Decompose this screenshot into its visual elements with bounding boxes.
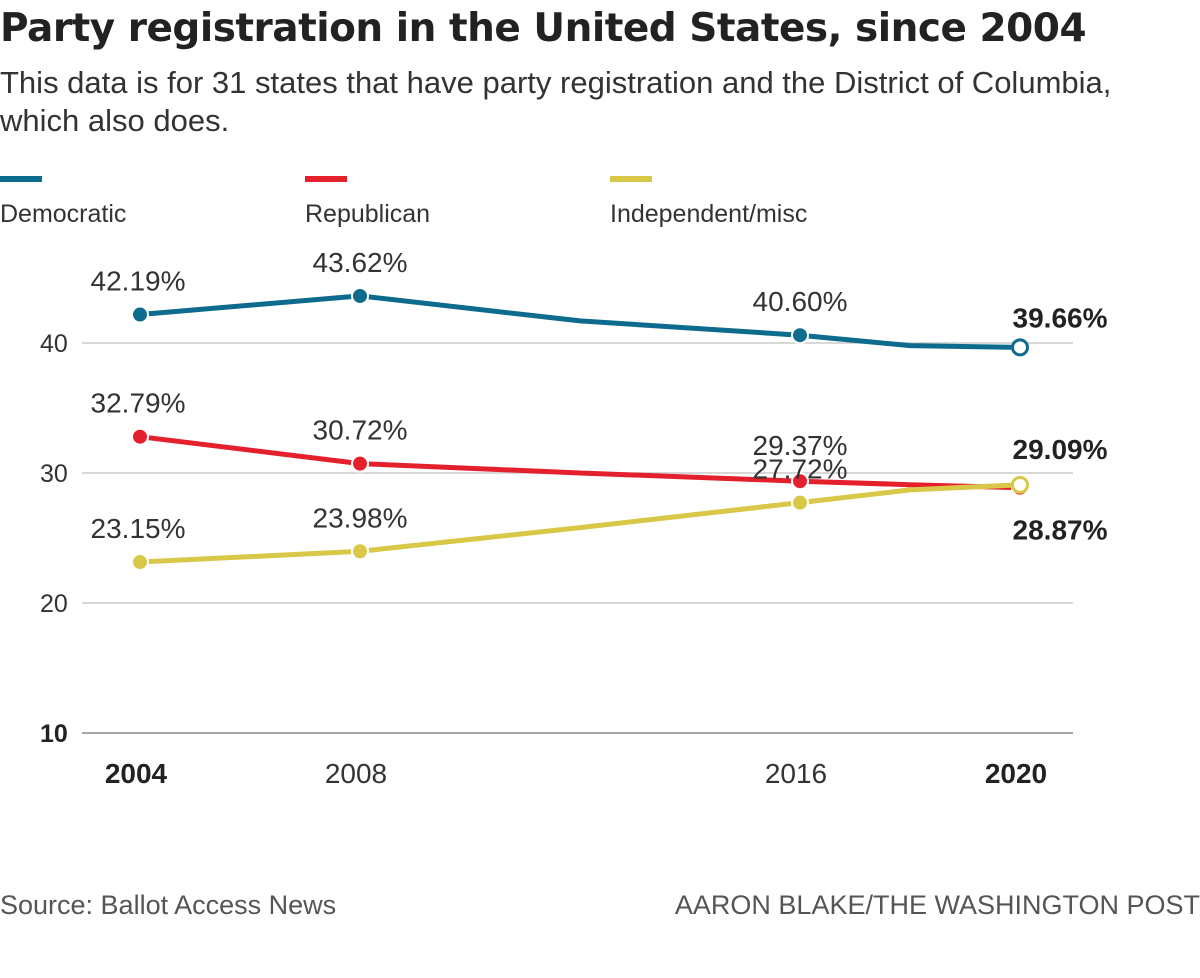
chart-subtitle: This data is for 31 states that have par…	[0, 65, 1112, 138]
data-label-democratic-2016: 40.60%	[753, 286, 848, 317]
data-label-republican-2008: 30.72%	[313, 415, 408, 446]
x-tick-label-2004: 2004	[105, 758, 168, 789]
data-label-republican-2004: 32.79%	[91, 388, 186, 419]
data-label-republican-2020: 28.87%	[1013, 515, 1108, 546]
legend-swatch-democratic	[0, 176, 42, 182]
data-label-independent-2016: 27.72%	[753, 454, 848, 485]
series-points	[131, 286, 1029, 572]
data-label-democratic-2020: 39.66%	[1013, 302, 1108, 333]
legend-label-independent: Independent/misc	[610, 200, 808, 228]
legend-label-democratic: Democratic	[0, 200, 127, 228]
series-line-democratic	[137, 293, 1023, 350]
x-tick-label-2008: 2008	[325, 758, 387, 789]
chart-title: Party registration in the United States,…	[0, 6, 1087, 51]
legend-item-independent: Independent/misc	[610, 176, 807, 229]
x-tick-label-2016: 2016	[765, 758, 827, 789]
point-independent-2004	[131, 553, 149, 572]
y-tick-label-40: 40	[40, 330, 68, 358]
credit-note: AARON BLAKE/THE WASHINGTON POST	[674, 890, 1200, 920]
point-independent-2020	[1011, 475, 1029, 494]
gridlines	[82, 342, 1073, 734]
data-label-independent-2020: 29.09%	[1013, 434, 1108, 465]
y-tick-label-10: 10	[40, 720, 68, 748]
data-label-democratic-2004: 42.19%	[91, 266, 186, 297]
legend-swatch-independent	[610, 176, 652, 182]
legend-item-democratic: Democratic	[0, 176, 126, 229]
point-republican-2008	[351, 454, 369, 473]
data-label-republican-2016: 29.37%	[753, 430, 848, 461]
data-label-independent-2008: 23.98%	[313, 502, 408, 533]
y-tick-label-20: 20	[40, 590, 68, 618]
x-axis-ticks: 2004 2008 2016 2020	[105, 758, 1047, 789]
data-label-independent-2004: 23.15%	[91, 513, 186, 544]
data-labels: 42.19% 43.62% 40.60% 39.66% 32.79% 30.72% 29.3…	[91, 247, 1108, 546]
point-democratic-2004	[131, 305, 149, 324]
point-democratic-2016	[791, 326, 809, 345]
point-independent-2016	[791, 493, 809, 512]
y-axis-ticks: 10 20 30 40	[40, 330, 68, 748]
legend-swatch-republican	[305, 176, 347, 182]
series-line-independent	[137, 482, 1023, 565]
x-tick-label-2020: 2020	[985, 758, 1047, 789]
point-democratic-2008	[351, 286, 369, 305]
point-republican-2016	[791, 472, 809, 491]
point-republican-2004	[131, 427, 149, 446]
point-democratic-2020	[1011, 338, 1029, 357]
series-lines	[137, 293, 1023, 565]
source-note: Source: Ballot Access News	[0, 890, 337, 920]
legend-label-republican: Republican	[305, 200, 431, 228]
legend-item-republican: Republican	[305, 176, 430, 229]
y-tick-label-30: 30	[40, 460, 68, 488]
point-independent-2008	[351, 542, 369, 561]
data-label-democratic-2008: 43.62%	[313, 247, 408, 278]
series-line-republican	[137, 434, 1023, 491]
